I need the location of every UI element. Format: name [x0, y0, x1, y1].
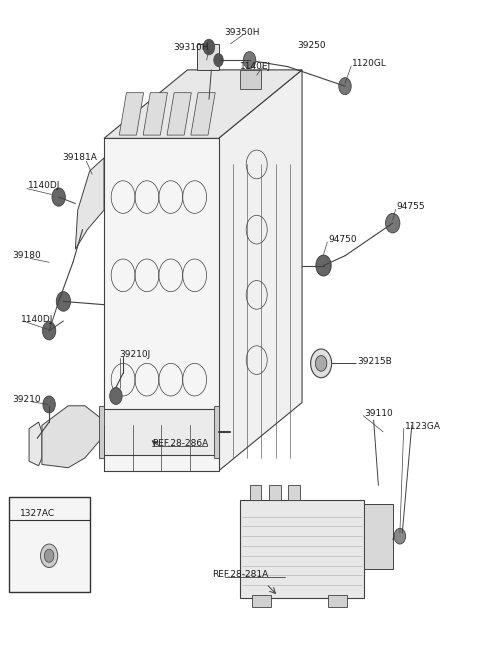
- Text: 39250: 39250: [297, 41, 326, 50]
- Polygon shape: [364, 504, 393, 569]
- Circle shape: [110, 388, 122, 404]
- Polygon shape: [197, 44, 218, 70]
- Polygon shape: [102, 409, 216, 455]
- Polygon shape: [240, 500, 364, 598]
- Circle shape: [243, 52, 256, 69]
- Polygon shape: [104, 138, 218, 471]
- Polygon shape: [29, 422, 42, 466]
- Text: 1123GA: 1123GA: [405, 422, 441, 431]
- Circle shape: [40, 544, 58, 567]
- Circle shape: [315, 356, 327, 371]
- Polygon shape: [42, 405, 102, 468]
- Polygon shape: [99, 405, 104, 458]
- Circle shape: [311, 349, 332, 378]
- Text: 39210J: 39210J: [120, 350, 151, 360]
- Polygon shape: [252, 595, 271, 607]
- Circle shape: [203, 39, 215, 55]
- Polygon shape: [328, 595, 348, 607]
- Circle shape: [394, 529, 406, 544]
- Circle shape: [52, 188, 65, 206]
- Polygon shape: [240, 70, 262, 90]
- Polygon shape: [214, 405, 218, 458]
- Polygon shape: [9, 497, 90, 591]
- Polygon shape: [75, 158, 104, 250]
- Polygon shape: [218, 70, 302, 471]
- Circle shape: [44, 550, 54, 562]
- Polygon shape: [104, 70, 302, 138]
- Circle shape: [316, 255, 331, 276]
- Circle shape: [214, 54, 223, 67]
- Text: 39181A: 39181A: [62, 153, 97, 162]
- Circle shape: [339, 78, 351, 95]
- Polygon shape: [269, 485, 281, 500]
- Text: REF.28-286A: REF.28-286A: [152, 439, 208, 448]
- Polygon shape: [143, 93, 168, 135]
- Circle shape: [43, 396, 55, 413]
- Text: 1140DJ: 1140DJ: [28, 181, 60, 190]
- Text: 1140DJ: 1140DJ: [22, 315, 54, 324]
- Text: 94755: 94755: [396, 202, 425, 212]
- Polygon shape: [288, 485, 300, 500]
- Polygon shape: [191, 93, 215, 135]
- Polygon shape: [119, 93, 144, 135]
- Text: 1140EJ: 1140EJ: [240, 62, 271, 71]
- Text: 39180: 39180: [12, 252, 41, 260]
- Text: 1120GL: 1120GL: [352, 59, 387, 68]
- Text: REF.28-281A: REF.28-281A: [212, 570, 268, 578]
- Text: 39210: 39210: [12, 395, 40, 403]
- Polygon shape: [250, 485, 262, 500]
- Text: 1327AC: 1327AC: [20, 509, 55, 518]
- Text: 39310H: 39310H: [173, 43, 209, 52]
- Text: 94750: 94750: [328, 235, 357, 244]
- Circle shape: [42, 322, 56, 340]
- Text: 39215B: 39215B: [357, 357, 392, 366]
- Polygon shape: [167, 93, 192, 135]
- Text: 39110: 39110: [364, 409, 393, 418]
- Circle shape: [56, 291, 71, 311]
- Circle shape: [385, 214, 400, 233]
- Text: 39350H: 39350H: [225, 28, 260, 37]
